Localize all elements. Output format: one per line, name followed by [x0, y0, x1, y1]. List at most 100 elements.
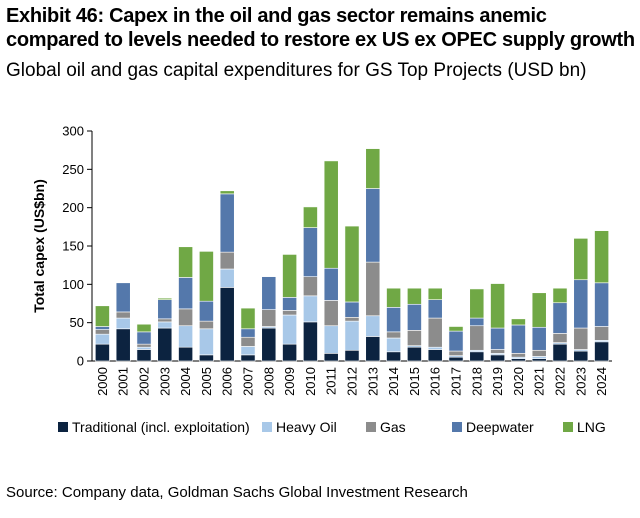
legend-label: Traditional (incl. exploitation) — [72, 419, 250, 435]
bar-segment — [344, 320, 360, 351]
bar-segment — [573, 279, 589, 329]
bar-segment — [427, 317, 443, 348]
bar-segment — [386, 307, 401, 333]
bar-segment — [552, 333, 568, 343]
bar-segment — [115, 311, 131, 319]
x-tick-label: 2013 — [365, 367, 380, 396]
bar-segment — [282, 343, 297, 362]
bar-segment — [490, 349, 505, 354]
x-tick-label: 2018 — [469, 367, 484, 396]
bar-segment — [178, 277, 193, 310]
bar-segment — [427, 287, 443, 300]
bar-segment — [531, 292, 547, 328]
bar-segment — [490, 283, 505, 329]
x-tick-label: 2022 — [553, 367, 568, 396]
legend-label: Heavy Oil — [276, 419, 337, 435]
bar-segment — [240, 336, 256, 347]
x-tick-label: 2010 — [303, 367, 318, 396]
bar-segment — [531, 326, 547, 351]
bar-segment — [282, 310, 297, 316]
x-tick-label: 2017 — [449, 367, 464, 396]
y-tick-label: 150 — [62, 239, 84, 254]
bar-segment — [219, 268, 235, 288]
chart-bars — [95, 148, 609, 362]
bar-segment — [136, 323, 152, 333]
bar-segment — [469, 325, 485, 351]
x-tick-label: 2015 — [407, 367, 422, 396]
x-tick-label: 2011 — [324, 367, 339, 395]
bar-segment — [386, 331, 401, 339]
bar-segment — [573, 350, 589, 362]
bar-segment — [469, 317, 485, 327]
bar-segment — [219, 251, 235, 270]
bar-segment — [407, 287, 422, 305]
bar-segment — [261, 309, 277, 327]
bar-segment — [344, 316, 360, 322]
bar-segment — [594, 230, 609, 284]
bar-segment — [407, 303, 422, 331]
bar-segment — [199, 251, 214, 302]
bar-segment — [136, 346, 152, 350]
bar-segment — [386, 337, 401, 353]
bar-segment — [136, 349, 152, 362]
bar-segment — [303, 321, 318, 362]
bar-segment — [157, 318, 173, 323]
bar-segment — [531, 349, 547, 357]
bar-segment — [448, 326, 464, 332]
x-tick-label: 2008 — [261, 367, 276, 396]
bar-segment — [115, 317, 131, 330]
bar-segment — [178, 325, 193, 348]
bar-segment — [219, 193, 235, 253]
bar-segment — [157, 327, 173, 362]
bar-segment — [178, 246, 193, 278]
bar-segment — [407, 346, 422, 362]
bar-segment — [490, 354, 505, 362]
y-tick-label: 100 — [62, 277, 84, 292]
chart-title: Exhibit 46: Capex in the oil and gas sec… — [6, 5, 635, 51]
y-tick-label: 0 — [77, 354, 84, 369]
bar-segment — [303, 227, 318, 277]
bar-segment — [282, 254, 297, 298]
legend-swatch — [58, 422, 68, 432]
legend-label: Deepwater — [466, 419, 534, 435]
legend-swatch — [563, 422, 573, 432]
bar-segment — [323, 160, 339, 269]
bar-segment — [240, 328, 256, 338]
bar-segment — [344, 301, 360, 318]
x-tick-label: 2000 — [95, 367, 110, 396]
x-tick-labels: 2000 2001 2002 2003 2004 2005 2006 2007 2008 2009… — [95, 367, 609, 396]
x-tick-label: 2007 — [241, 367, 256, 396]
bar-segment — [427, 349, 443, 362]
x-tick-label: 2003 — [157, 367, 172, 396]
bar-segment — [282, 297, 297, 311]
bar-segment — [95, 343, 110, 362]
bar-segment — [323, 353, 339, 362]
y-tick-label: 200 — [62, 200, 84, 215]
bar-segment — [178, 308, 193, 327]
bar-segment — [386, 351, 401, 362]
bar-segment — [386, 287, 401, 308]
bar-segment — [115, 282, 131, 313]
bar-segment — [199, 320, 214, 330]
bar-segment — [511, 324, 526, 354]
x-tick-label: 2001 — [116, 367, 131, 396]
bar-segment — [573, 327, 589, 350]
x-tick-label: 2024 — [594, 367, 609, 396]
x-tick-label: 2023 — [573, 367, 588, 396]
bar-segment — [219, 190, 235, 195]
bar-segment — [136, 331, 152, 345]
bar-segment — [199, 328, 214, 356]
bar-segment — [303, 295, 318, 323]
legend-swatch — [452, 422, 462, 432]
bar-segment — [323, 267, 339, 301]
bar-segment — [95, 326, 110, 330]
x-tick-label: 2012 — [345, 367, 360, 396]
bar-segment — [511, 318, 526, 326]
bar-segment — [407, 330, 422, 346]
bar-segment — [552, 302, 568, 334]
bar-segment — [344, 349, 360, 362]
x-tick-label: 2002 — [137, 367, 152, 396]
bar-segment — [469, 351, 485, 362]
bar-segment — [157, 321, 173, 329]
bar-segment — [261, 276, 277, 310]
